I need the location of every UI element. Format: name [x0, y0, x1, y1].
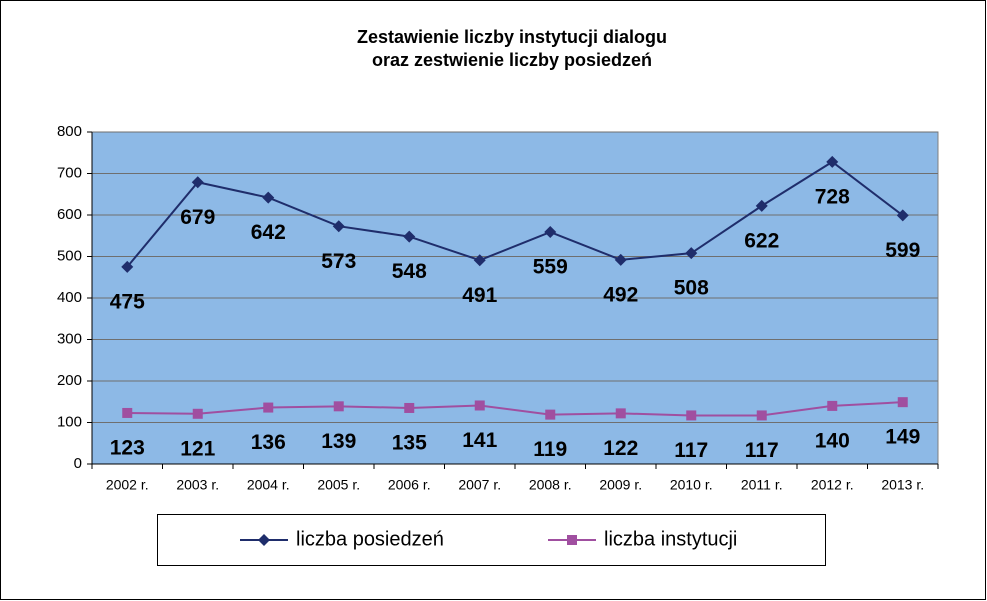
y-tick-label: 500	[57, 247, 82, 264]
data-label: 149	[885, 426, 920, 449]
data-point	[827, 400, 838, 411]
data-point	[262, 191, 275, 204]
y-tick-label: 0	[74, 455, 82, 472]
data-point	[897, 397, 908, 408]
x-tick-label: 2002 r.	[106, 477, 149, 493]
y-tick-label: 300	[57, 330, 82, 347]
legend-marker	[258, 534, 270, 546]
series-line	[126, 160, 904, 268]
y-tick-label: 700	[57, 164, 82, 181]
data-label: 508	[674, 277, 709, 300]
data-point	[545, 409, 556, 420]
chart-title: oraz zestwienie liczby posiedzeń	[372, 50, 652, 70]
data-label: 121	[180, 437, 215, 460]
legend-marker	[567, 535, 577, 545]
data-label: 492	[603, 283, 638, 306]
data-point	[756, 410, 767, 421]
data-label: 548	[392, 260, 427, 283]
data-label: 642	[251, 221, 286, 244]
y-tick-label: 100	[57, 413, 82, 430]
data-point	[333, 401, 344, 412]
x-tick-label: 2004 r.	[247, 477, 290, 493]
data-point	[686, 410, 697, 421]
data-point	[826, 155, 839, 168]
data-point	[474, 400, 485, 411]
data-label: 599	[885, 239, 920, 262]
data-label: 136	[251, 431, 286, 454]
data-point	[404, 402, 415, 413]
data-point	[122, 407, 133, 418]
data-label: 559	[533, 256, 568, 279]
data-point	[192, 408, 203, 419]
data-point	[544, 226, 557, 239]
y-tick-label: 400	[57, 289, 82, 306]
data-point	[332, 220, 345, 233]
data-point	[755, 199, 768, 212]
data-label: 122	[603, 437, 638, 460]
data-label: 135	[392, 432, 427, 455]
data-point	[403, 230, 416, 243]
data-point	[121, 260, 134, 273]
data-point	[615, 408, 626, 419]
data-label: 123	[110, 437, 145, 460]
data-label: 117	[674, 439, 708, 462]
data-label: 139	[321, 430, 356, 453]
data-point	[685, 247, 698, 260]
data-label: 141	[462, 429, 497, 452]
legend-label: liczba posiedzeń	[296, 528, 444, 550]
y-tick-label: 200	[57, 372, 82, 389]
data-label: 491	[462, 284, 497, 307]
data-point	[263, 402, 274, 413]
x-tick-label: 2009 r.	[599, 477, 642, 493]
x-tick-label: 2013 r.	[881, 477, 924, 493]
data-point	[191, 176, 204, 189]
data-point	[896, 209, 909, 222]
data-label: 622	[744, 229, 779, 252]
x-tick-label: 2011 r.	[741, 477, 783, 493]
data-label: 140	[815, 429, 850, 452]
x-tick-label: 2008 r.	[529, 477, 572, 493]
x-tick-label: 2003 r.	[176, 477, 219, 493]
y-tick-label: 600	[57, 206, 82, 223]
data-label: 475	[110, 290, 145, 313]
data-label: 728	[815, 185, 850, 208]
x-tick-label: 2012 r.	[811, 477, 854, 493]
data-label: 117	[745, 439, 779, 462]
data-label: 573	[321, 250, 356, 273]
data-label: 679	[180, 206, 215, 229]
data-point	[473, 254, 486, 267]
x-tick-label: 2005 r.	[317, 477, 360, 493]
x-tick-label: 2006 r.	[388, 477, 431, 493]
x-tick-label: 2007 r.	[458, 477, 501, 493]
legend-label: liczba instytucji	[604, 528, 737, 550]
data-label: 119	[533, 438, 567, 461]
y-tick-label: 800	[57, 123, 82, 140]
series-line	[127, 401, 903, 417]
data-point	[614, 253, 627, 266]
chart-title: Zestawienie liczby instytucji dialogu	[357, 27, 667, 47]
x-tick-label: 2010 r.	[670, 477, 713, 493]
